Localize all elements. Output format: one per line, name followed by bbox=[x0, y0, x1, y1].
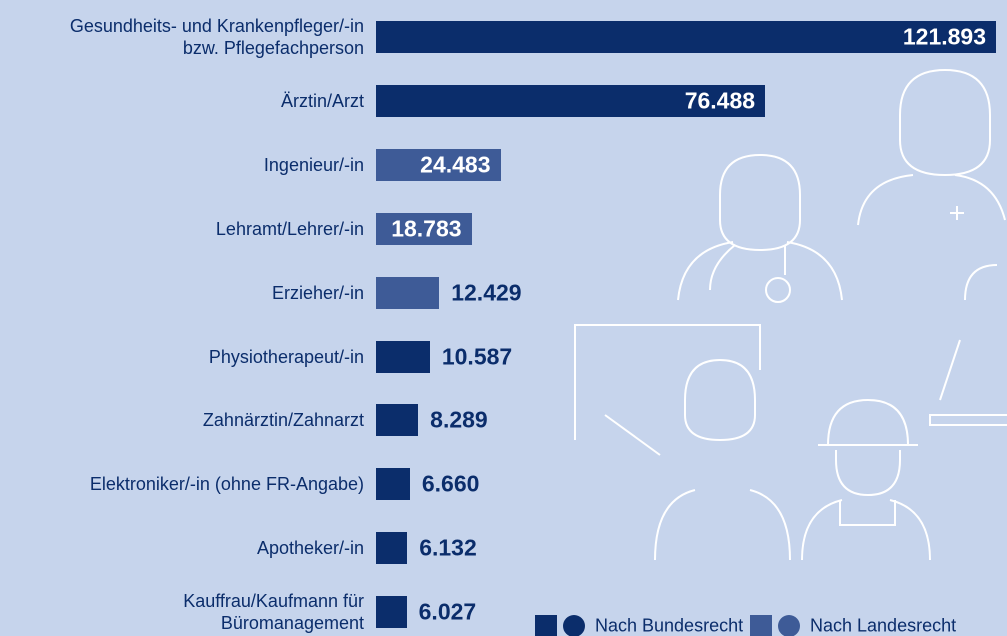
value-label: 76.488 bbox=[684, 87, 756, 114]
category-label: Kauffrau/Kaufmann für Büromanagement bbox=[183, 591, 364, 634]
doctor-icon bbox=[677, 153, 843, 303]
bar bbox=[376, 596, 407, 629]
nurse-icon bbox=[857, 68, 1006, 226]
category-label: Zahnärztin/Zahnarzt bbox=[202, 410, 364, 431]
bar bbox=[376, 532, 408, 565]
legend-dot bbox=[563, 615, 585, 636]
bar bbox=[376, 468, 410, 501]
category-label: Physiotherapeut/-in bbox=[208, 346, 364, 367]
category-label: Gesundheits- und Krankenpfleger/-in bzw.… bbox=[69, 16, 364, 58]
value-label: 6.132 bbox=[419, 534, 477, 561]
category-label: Erzieher/-in bbox=[271, 282, 364, 303]
category-label: Ärztin/Arzt bbox=[280, 90, 364, 111]
worker-icon bbox=[801, 398, 931, 561]
bar bbox=[376, 21, 996, 53]
bar bbox=[376, 84, 766, 117]
category-label: Apotheker/-in bbox=[256, 538, 364, 559]
value-label: 6.027 bbox=[418, 598, 477, 625]
bar bbox=[376, 148, 501, 181]
legend-label: Nach Bundesrecht bbox=[595, 615, 744, 636]
bar bbox=[376, 404, 419, 437]
value-label: 12.429 bbox=[451, 279, 522, 306]
legend-square bbox=[535, 615, 557, 636]
bar bbox=[376, 212, 472, 245]
value-label: 8.289 bbox=[430, 406, 488, 433]
category-label: Ingenieur/-in bbox=[263, 154, 364, 175]
legend-label: Nach Landesrecht bbox=[810, 615, 957, 636]
value-label: 121.893 bbox=[902, 23, 986, 50]
value-label: 24.483 bbox=[420, 151, 491, 178]
legend-dot bbox=[778, 615, 800, 636]
teacher-icon bbox=[574, 324, 791, 561]
bar bbox=[376, 276, 440, 309]
category-label: Elektroniker/-in (ohne FR-Angabe) bbox=[89, 474, 364, 495]
category-label: Lehramt/Lehrer/-in bbox=[215, 218, 364, 239]
value-label: 18.783 bbox=[391, 215, 462, 242]
legend-square bbox=[750, 615, 772, 636]
office-icon bbox=[929, 264, 1007, 426]
bar bbox=[376, 340, 430, 373]
value-label: 10.587 bbox=[441, 343, 513, 369]
value-label: 6.660 bbox=[421, 470, 480, 497]
